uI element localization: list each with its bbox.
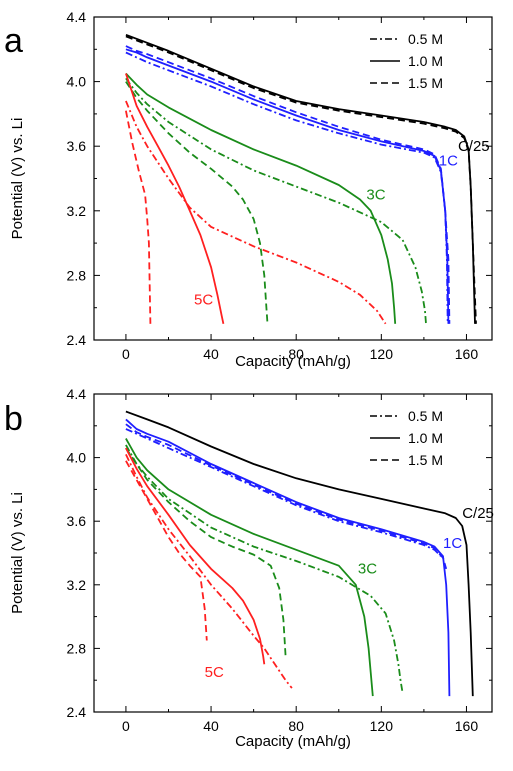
series-line-1c-05m	[125, 428, 442, 557]
y-tick-label: 3.6	[67, 138, 87, 154]
y-tick-label: 2.4	[67, 704, 87, 720]
legend-label: 1.5 M	[408, 452, 443, 468]
legend-label: 1.5 M	[408, 75, 443, 91]
x-tick-label: 0	[122, 718, 130, 734]
y-tick-label: 4.0	[67, 450, 87, 466]
series-line-5c-05m	[125, 454, 293, 689]
legend-label: 1.0 M	[408, 430, 443, 446]
y-tick-label: 2.4	[67, 332, 87, 348]
y-axis-label: Potential (V) vs. Li	[9, 118, 26, 240]
series-line-5c-10m	[125, 447, 266, 665]
y-tick-label: 2.8	[67, 267, 87, 283]
x-tick-label: 80	[288, 718, 304, 734]
series-line-3c-15m	[125, 81, 269, 324]
panel-label: b	[4, 400, 23, 438]
y-tick-label: 4.4	[67, 9, 87, 25]
x-tick-label: 160	[455, 346, 479, 362]
x-axis-label: Capacity (mAh/g)	[235, 353, 351, 370]
series-line-3c-10m	[125, 438, 374, 697]
rate-label: 5C	[194, 291, 213, 308]
series-line-1c-10m	[125, 48, 450, 324]
x-tick-label: 80	[288, 346, 304, 362]
rate-label: 5C	[205, 664, 224, 681]
y-tick-label: 3.2	[67, 577, 87, 593]
legend-label: 0.5 M	[408, 408, 443, 424]
rate-label: 3C	[366, 186, 385, 203]
y-tick-label: 2.8	[67, 640, 87, 656]
series-line-3c-10m	[125, 72, 397, 324]
series-line-5c-15m	[125, 460, 208, 641]
series-line-5c-05m	[125, 100, 387, 325]
x-tick-label: 40	[203, 718, 219, 734]
y-tick-label: 4.0	[67, 74, 87, 90]
x-tick-label: 0	[122, 346, 130, 362]
chart-panel-b: 2.4 2.8 3.2 3.6 4.0 4.4 0 40 80 120 160 Capacity (m…	[4, 386, 494, 750]
y-tick-label: 3.6	[67, 513, 87, 529]
panel-label: a	[4, 22, 23, 60]
rate-label: C/25	[462, 505, 494, 522]
series-line-5c-10m	[125, 73, 225, 324]
series-line-1c-15m	[125, 45, 451, 324]
legend-label: 1.0 M	[408, 53, 443, 69]
chart-panel-a: 2.4 2.8 3.2 3.6 4.0 4.4 0 40 80 120 160 Capacity (m…	[4, 9, 493, 370]
y-tick-label: 3.2	[67, 203, 87, 219]
x-tick-label: 120	[370, 346, 394, 362]
series-line-3c-05m	[125, 444, 404, 694]
legend-label: 0.5 M	[408, 31, 443, 47]
series-line-1c-10m	[125, 418, 451, 697]
rate-label: 1C	[443, 535, 462, 552]
y-axis-label: Potential (V) vs. Li	[9, 492, 26, 614]
x-axis-label: Capacity (mAh/g)	[235, 733, 351, 750]
y-tick-label: 4.4	[67, 386, 87, 402]
rate-label: C/25	[458, 138, 490, 155]
x-tick-label: 160	[455, 718, 479, 734]
rate-label: 1C	[439, 153, 458, 170]
x-tick-label: 120	[370, 718, 394, 734]
series-line-1c-15m	[125, 423, 448, 570]
rate-label: 3C	[358, 561, 377, 578]
series-line-1c-05m	[125, 51, 449, 324]
series-line-c-25-15m	[125, 35, 477, 324]
series-line-3c-15m	[125, 447, 287, 657]
series-line-5c-15m	[125, 110, 152, 324]
series-line-3c-05m	[125, 77, 427, 324]
x-tick-label: 40	[203, 346, 219, 362]
series-line-c-25-10m	[125, 410, 474, 697]
